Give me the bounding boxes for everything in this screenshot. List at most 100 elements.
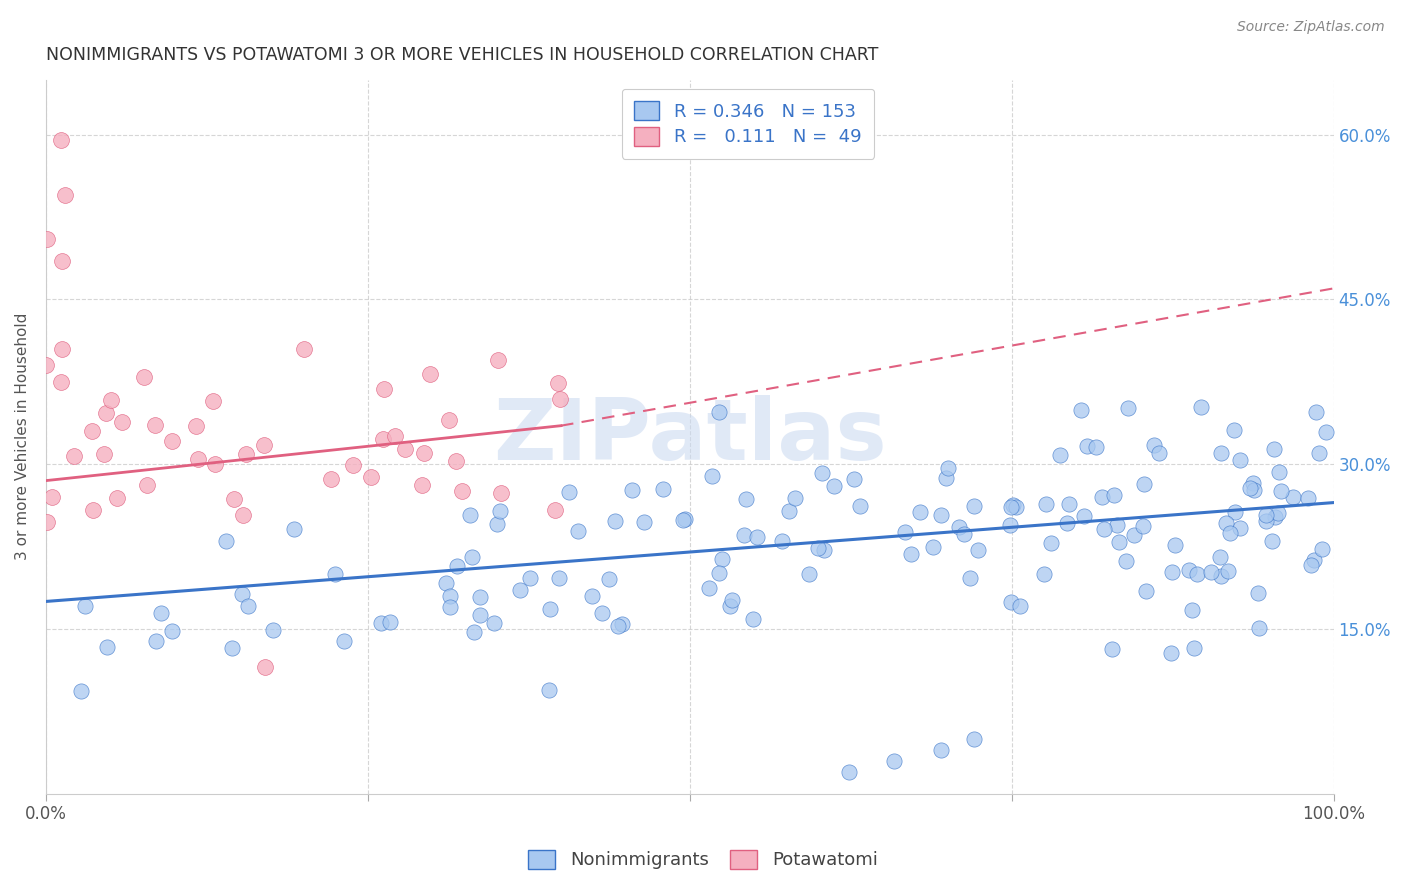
Point (1189, 400, 1212, 414)
Point (734, 491, 756, 506)
Point (373, 382, 395, 396)
Point (651, 482, 673, 496)
Point (620, 483, 643, 497)
Point (1004, 500, 1026, 514)
Point (1229, 521, 1251, 535)
Point (936, 460, 959, 475)
Point (962, 499, 984, 513)
Point (1000, 595, 1022, 609)
Point (394, 442, 416, 456)
Point (1076, 439, 1098, 453)
Point (849, 499, 872, 513)
Point (711, 552, 734, 566)
Point (1264, 510, 1286, 524)
Point (51, 254, 73, 268)
Point (75, 599, 97, 613)
Point (547, 376, 569, 391)
Point (1209, 569, 1232, 583)
Point (488, 504, 510, 518)
Point (105, 491, 128, 505)
Point (700, 469, 723, 483)
Point (333, 633, 356, 648)
Point (373, 432, 395, 446)
Point (543, 503, 565, 517)
Point (384, 429, 406, 443)
Point (537, 683, 560, 698)
Point (673, 511, 696, 525)
Point (1270, 484, 1292, 499)
Point (1122, 528, 1144, 542)
Point (1268, 465, 1291, 479)
Point (1303, 553, 1326, 567)
Point (1092, 521, 1115, 535)
Point (922, 541, 945, 555)
Point (908, 505, 931, 519)
Point (1247, 586, 1270, 600)
Legend: Nonimmigrants, Potawatomi: Nonimmigrants, Potawatomi (519, 841, 887, 879)
Point (742, 612, 765, 626)
Point (321, 472, 343, 486)
Point (935, 471, 957, 485)
Point (770, 534, 793, 549)
Y-axis label: 3 or more Vehicles in Household: 3 or more Vehicles in Household (15, 313, 30, 560)
Legend: R = 0.346   N = 153, R =   0.111   N =  49: R = 0.346 N = 153, R = 0.111 N = 49 (621, 88, 875, 159)
Point (709, 405, 731, 419)
Point (900, 547, 922, 561)
Point (633, 515, 655, 529)
Point (444, 454, 467, 468)
Point (143, 417, 166, 432)
Point (1308, 446, 1330, 460)
Point (82, 503, 104, 517)
Point (70, 683, 93, 698)
Point (489, 486, 512, 500)
Point (236, 599, 259, 614)
Point (450, 484, 472, 499)
Point (214, 533, 236, 548)
Point (966, 543, 988, 558)
Point (1049, 448, 1071, 462)
Point (1184, 641, 1206, 656)
Point (51, 342, 73, 356)
Point (1199, 565, 1222, 579)
Point (785, 491, 807, 506)
Point (283, 522, 305, 536)
Point (49, 133, 72, 147)
Point (1305, 405, 1327, 419)
Point (929, 743, 952, 757)
Point (360, 470, 382, 484)
Point (135, 478, 157, 492)
Point (610, 616, 633, 631)
Point (697, 582, 720, 596)
Point (567, 524, 589, 538)
Point (292, 342, 315, 356)
Point (581, 589, 603, 603)
Point (1315, 425, 1337, 439)
Point (1218, 564, 1240, 578)
Point (235, 447, 257, 461)
Point (1039, 535, 1062, 549)
Point (63, 449, 86, 463)
Point (37, 232, 59, 246)
Point (948, 519, 970, 533)
Point (221, 641, 243, 656)
Point (721, 593, 744, 607)
Point (446, 558, 468, 573)
Point (1001, 498, 1024, 512)
Point (419, 367, 441, 381)
Point (1185, 566, 1208, 581)
Point (1133, 476, 1156, 491)
Point (160, 434, 183, 449)
Point (187, 452, 209, 467)
Point (1219, 526, 1241, 541)
Point (733, 528, 755, 542)
Point (1035, 497, 1057, 511)
Point (1132, 519, 1154, 533)
Point (1209, 446, 1232, 460)
Point (1254, 508, 1277, 523)
Point (883, 754, 905, 768)
Point (51, 375, 73, 389)
Point (1056, 516, 1078, 530)
Point (1261, 534, 1284, 549)
Point (150, 606, 173, 620)
Point (509, 583, 531, 598)
